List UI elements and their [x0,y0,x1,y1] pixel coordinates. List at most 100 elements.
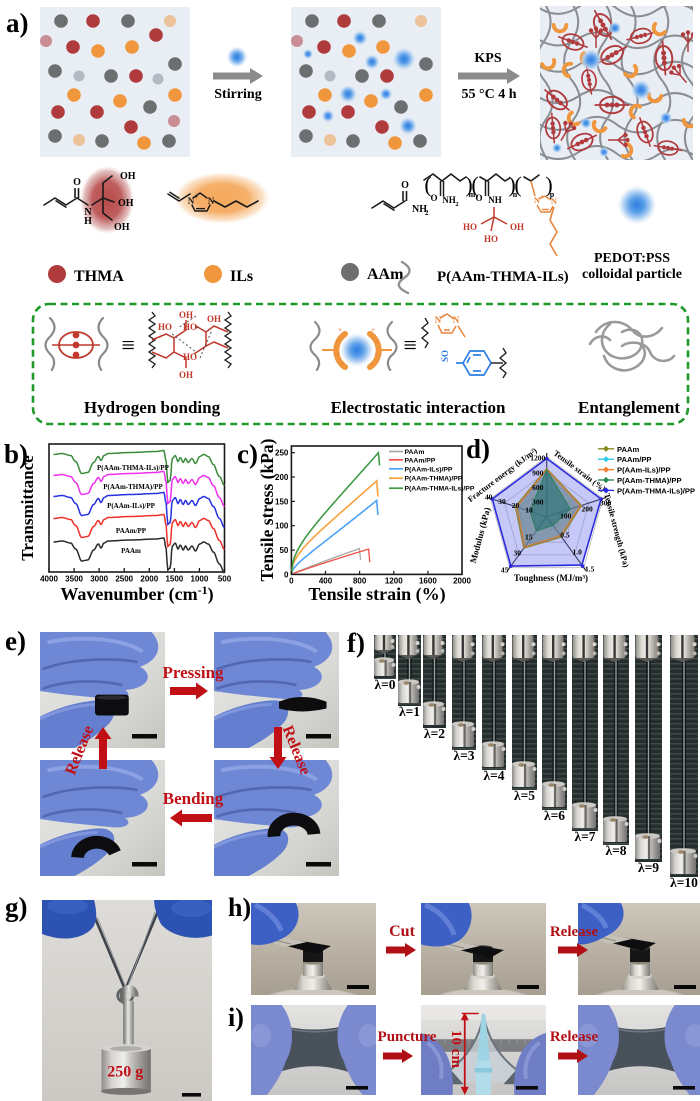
svg-text:200: 200 [581,505,593,514]
svg-text:PAAm: PAAm [617,445,639,454]
svg-text:15: 15 [525,533,533,542]
svg-text:P(AAm-THMA)/PP: P(AAm-THMA)/PP [405,476,463,483]
svg-text:PAAm/PP: PAAm/PP [405,457,436,464]
svg-text:4000: 4000 [40,575,58,584]
svg-text:HO: HO [183,352,197,362]
svg-text:Puncture: Puncture [378,1029,437,1045]
svg-text:250: 250 [275,449,289,458]
svg-text:3500: 3500 [65,575,83,584]
svg-text:Entanglement: Entanglement [578,398,680,417]
svg-text:Release: Release [550,1029,599,1045]
svg-text:λ=5: λ=5 [514,788,535,803]
svg-text:P(AAm-THMA-ILs): P(AAm-THMA-ILs) [437,269,569,285]
svg-text:50: 50 [279,546,288,555]
svg-text:Release: Release [550,924,599,940]
svg-text:2500: 2500 [115,575,133,584]
svg-text:): ) [465,172,472,197]
svg-text:55 °C 4 h: 55 °C 4 h [462,87,517,102]
svg-text:+: + [341,360,345,368]
svg-text:ILs: ILs [230,268,253,285]
svg-text:N: N [453,315,460,325]
svg-text:100: 100 [275,522,289,531]
svg-text:+: + [441,313,445,320]
svg-text:≡: ≡ [121,333,135,359]
svg-text:Tensile strain (%): Tensile strain (%) [308,584,445,605]
svg-text:b): b) [4,439,28,469]
svg-text:900: 900 [532,469,544,478]
svg-text:KPS: KPS [474,51,501,66]
svg-text:NH: NH [442,195,456,205]
svg-text:OH: OH [118,198,134,209]
svg-text:Hydrogen bonding: Hydrogen bonding [84,398,221,417]
svg-text:1200: 1200 [530,454,545,463]
svg-text:2000: 2000 [140,575,158,584]
svg-text:N: N [84,207,92,218]
svg-text:P(AAm-THMA-ILs)/PP: P(AAm-THMA-ILs)/PP [405,486,475,493]
svg-text:40: 40 [485,492,493,501]
svg-text:2: 2 [455,201,458,208]
svg-text:i): i) [228,1003,244,1032]
svg-text:): ) [545,172,552,197]
svg-text:800: 800 [353,577,367,586]
svg-text:OH: OH [179,370,193,380]
svg-text:λ=8: λ=8 [605,843,626,858]
svg-text:PAAm/PP: PAAm/PP [116,527,147,535]
svg-text:OH: OH [207,314,221,324]
svg-text:λ=10: λ=10 [670,875,698,890]
svg-text:P(AAm-THMA-ILs)/PP: P(AAm-THMA-ILs)/PP [617,486,695,495]
svg-text:10: 10 [525,506,533,515]
svg-text:30: 30 [498,497,506,506]
svg-text:(: ( [471,172,478,197]
svg-text:500: 500 [218,575,232,584]
svg-text:0: 0 [284,570,289,579]
svg-text:(: ( [424,172,431,197]
svg-text:AAm: AAm [367,266,404,283]
svg-text:colloidal particle: colloidal particle [582,267,682,282]
svg-text:λ=6: λ=6 [544,808,565,823]
svg-text:N: N [208,196,215,206]
svg-text:O: O [73,177,81,188]
svg-text:N: N [534,195,541,205]
svg-text:Modulus (kPa): Modulus (kPa) [468,506,492,564]
svg-text:NH: NH [412,204,427,215]
svg-text:Bending: Bending [163,789,224,808]
svg-text:p: p [550,190,555,199]
svg-text:150: 150 [275,497,289,506]
svg-text:20: 20 [512,501,520,510]
svg-text:λ=1: λ=1 [399,704,420,719]
svg-text:+: + [336,350,340,358]
svg-text:): ) [508,172,515,197]
svg-text:a): a) [6,8,29,38]
svg-text:OH: OH [179,310,193,320]
svg-text:P(AAm-THMA)/PP: P(AAm-THMA)/PP [617,476,682,485]
svg-text:300: 300 [600,499,612,508]
svg-text:N: N [435,315,442,325]
svg-text:P(AAm-ILs)/PP: P(AAm-ILs)/PP [405,466,453,473]
svg-text:+: + [370,360,374,368]
svg-text:P(AAm-THMA)/PP: P(AAm-THMA)/PP [103,483,163,491]
svg-text:O: O [401,180,409,191]
svg-text:HO: HO [484,234,498,244]
svg-text:600: 600 [532,483,544,492]
svg-text:c): c) [237,439,258,469]
svg-text:(: ( [514,172,521,197]
svg-text:1.5: 1.5 [585,565,595,574]
svg-text:OH: OH [120,171,136,182]
svg-text:N: N [188,196,195,206]
svg-text:+: + [540,194,544,200]
svg-text:O: O [475,193,482,203]
svg-text:3000: 3000 [90,575,108,584]
svg-text:+: + [338,326,342,334]
svg-text:Cut: Cut [389,923,415,940]
svg-text:h): h) [228,893,251,922]
svg-text:2000: 2000 [453,577,471,586]
svg-text:Tensile stress (kPa): Tensile stress (kPa) [257,438,277,581]
svg-text:P(AAm-THMA-ILs)/PP: P(AAm-THMA-ILs)/PP [97,464,170,472]
svg-text:H: H [84,216,92,227]
svg-text:n: n [513,190,518,199]
svg-text:g): g) [5,892,28,922]
svg-text:m: m [469,190,476,199]
svg-text:NH: NH [488,195,502,205]
svg-text:λ=0: λ=0 [374,677,395,692]
svg-text:Transmittance: Transmittance [18,455,37,561]
